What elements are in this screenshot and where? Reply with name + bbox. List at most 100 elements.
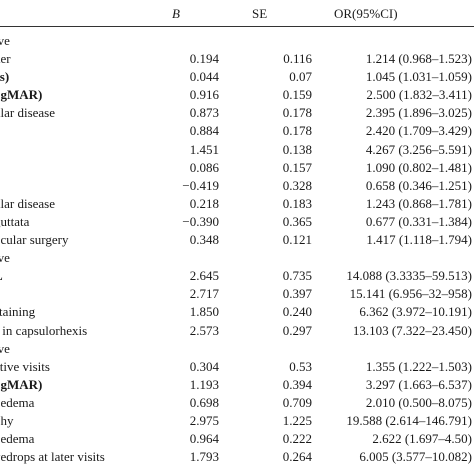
row-or-value: 1.090 (0.802–1.481): [365, 159, 472, 175]
table-row: oedema 0.964 0.222 2.622 (1.697–4.50): [0, 430, 474, 448]
row-b-value: 0.304: [189, 358, 219, 374]
table-row: 2.717 0.397 15.141 (6.956–32–958): [0, 285, 474, 303]
row-or-value: 15.141 (6.956–32–958): [349, 286, 472, 302]
row-label: rs): [0, 69, 10, 85]
row-b-value: 0.086: [189, 159, 219, 175]
row-b-value: 1.451: [189, 141, 219, 157]
header-rule: [0, 26, 474, 27]
table-row: rs) 0.044 0.07 1.045 (1.031–1.059): [0, 68, 474, 86]
row-or-value: 14.088 (3.3335–59.513): [346, 268, 472, 284]
table-row: oedema 0.698 0.709 2.010 (0.500–8.075): [0, 394, 474, 412]
row-label: ive: [0, 33, 10, 48]
row-or-value: 1.417 (1.118–1.794): [366, 232, 472, 248]
row-se-value: 0.397: [282, 286, 312, 302]
row-or-value: 2.395 (1.896–3.025): [365, 105, 472, 121]
row-b-value: 0.964: [189, 431, 219, 447]
row-b-value: 0.916: [189, 87, 219, 103]
row-b-value: 1.193: [189, 376, 219, 392]
row-se-value: 0.178: [282, 105, 312, 121]
row-se-value: 0.178: [282, 123, 312, 139]
row-se-value: 0.297: [282, 322, 312, 338]
row-label: ive: [0, 340, 10, 356]
row-se-value: 0.264: [282, 449, 312, 465]
row-or-value: 1.243 (0.868–1.781): [365, 195, 472, 211]
table-row: staining 1.850 0.240 6.362 (3.972–10.191): [0, 303, 474, 321]
row-label: L: [0, 267, 184, 285]
table-row: der 0.194 0.116 1.214 (0.968–1.523): [0, 50, 474, 68]
row-or-value: 2.622 (1.697–4.50): [372, 431, 472, 447]
row-se-value: 0.240: [282, 304, 312, 320]
row-label: ocular surgery: [0, 232, 69, 248]
row-b-value: 0.884: [189, 123, 219, 139]
row-label: der: [0, 51, 11, 67]
row-b-value: −0.419: [182, 177, 219, 193]
row-se-value: 0.183: [282, 195, 312, 211]
header-or: OR(95%CI): [334, 6, 398, 21]
row-or-value: 1.045 (1.031–1.059): [365, 69, 472, 85]
row-b-value: 0.873: [189, 105, 219, 121]
row-label: ular disease: [0, 195, 56, 211]
row-label: ular disease: [0, 105, 56, 121]
row-or-value: 0.658 (0.346–1.251): [365, 177, 472, 193]
row-se-value: 0.121: [282, 232, 312, 248]
row-label: ogMAR): [0, 376, 43, 392]
row-b-value: 2.975: [189, 412, 219, 428]
header-b: B: [172, 6, 180, 21]
table-row: guttata −0.390 0.365 0.677 (0.331–1.384): [0, 213, 474, 231]
table-row: ative visits 0.304 0.53 1.355 (1.222–1.503): [0, 358, 474, 376]
row-b-value: 0.218: [189, 195, 219, 211]
table-row: ular disease 0.873 0.178 2.395 (1.896–3.025…: [0, 104, 474, 122]
table-row: a 0.884 0.178 2.420 (1.709–3.429): [0, 122, 474, 140]
row-or-value: 2.420 (1.709–3.429): [365, 123, 472, 139]
row-se-value: 0.07: [289, 69, 312, 85]
row-label: ive: [0, 250, 10, 266]
row-label: guttata: [0, 213, 30, 229]
row-label: ative visits: [0, 358, 50, 374]
row-se-value: 0.709: [282, 394, 312, 410]
row-or-value: 19.588 (2.614–146.791): [346, 412, 472, 428]
row-b-value: 0.698: [189, 394, 219, 410]
row-or-value: 1.214 (0.968–1.523): [365, 51, 472, 67]
row-se-value: 0.394: [282, 376, 312, 392]
row-or-value: 0.677 (0.331–1.384): [365, 213, 472, 229]
row-or-value: 2.500 (1.832–3.411): [366, 87, 472, 103]
row-b-value: 2.717: [189, 286, 219, 302]
row-se-value: 0.138: [282, 141, 312, 157]
table-row: 1.451 0.138 4.267 (3.256–5.591): [0, 141, 474, 159]
table-row: ive: [0, 249, 474, 267]
row-se-value: 0.116: [283, 51, 312, 67]
row-se-value: 0.365: [282, 213, 312, 229]
table-row: s in capsulorhexis 2.573 0.297 13.103 (7.32…: [0, 322, 474, 340]
table-header: B SE OR(95%CI): [0, 0, 474, 26]
table-row: phy 2.975 1.225 19.588 (2.614–146.791): [0, 412, 474, 430]
row-label: oedema: [0, 394, 35, 410]
row-b-value: 2.645: [189, 268, 219, 284]
table-body: ive der 0.194 0.116 1.214 (0.968–1.523) rs) 0.…: [0, 32, 474, 466]
table-row: L 2.645 0.735 14.088 (3.3335–59.513): [0, 267, 474, 285]
header-se: SE: [252, 6, 268, 21]
table-row: ive: [0, 32, 474, 50]
row-se-value: 0.328: [282, 177, 312, 193]
row-b-value: 1.850: [189, 304, 219, 320]
row-b-value: 0.348: [189, 232, 219, 248]
row-or-value: 6.362 (3.972–10.191): [359, 304, 472, 320]
row-b-value: 0.194: [189, 51, 219, 67]
row-label: a: [0, 122, 184, 140]
table-row: 0.086 0.157 1.090 (0.802–1.481): [0, 159, 474, 177]
row-label: oedema: [0, 431, 35, 447]
table-row: −0.419 0.328 0.658 (0.346–1.251): [0, 177, 474, 195]
row-b-value: 2.573: [189, 322, 219, 338]
table-row: ocular surgery 0.348 0.121 1.417 (1.118–1.7…: [0, 231, 474, 249]
row-or-value: 2.010 (0.500–8.075): [365, 394, 472, 410]
row-or-value: 3.297 (1.663–6.537): [365, 376, 472, 392]
table-row: ular disease 0.218 0.183 1.243 (0.868–1.781…: [0, 195, 474, 213]
row-label: yedrops at later visits: [0, 449, 105, 465]
table-row: yedrops at later visits 1.793 0.264 6.005 (…: [0, 448, 474, 466]
row-se-value: 0.159: [282, 87, 312, 103]
row-se-value: 1.225: [282, 412, 312, 428]
row-label: s in capsulorhexis: [0, 322, 88, 338]
row-se-value: 0.735: [282, 268, 312, 284]
row-label: staining: [0, 304, 36, 320]
row-or-value: 4.267 (3.256–5.591): [365, 141, 472, 157]
